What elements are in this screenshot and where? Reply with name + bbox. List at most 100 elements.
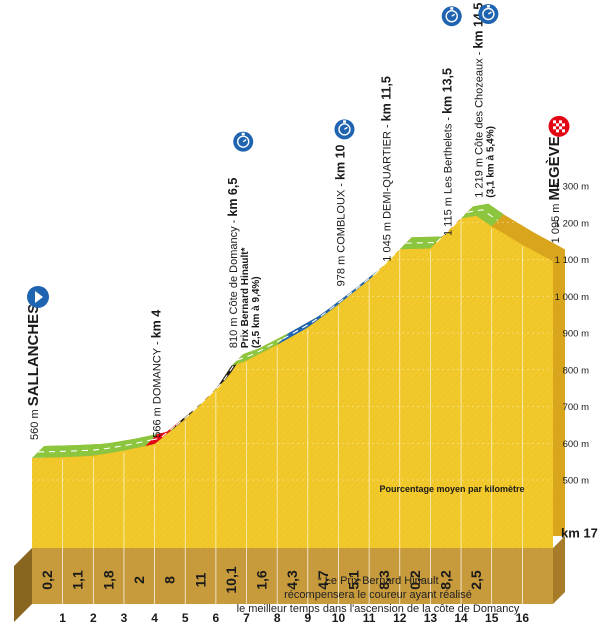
waypoint-altitude-name: 560 m xyxy=(29,406,41,440)
waypoint-text: 1 219 m Côte des Chozeaux - km 14,5 xyxy=(471,3,485,198)
waypoint-label: 1 115 m Les Berthelets - km 13,5 xyxy=(441,68,455,236)
waypoint-altitude-name: 1 095 m xyxy=(550,201,562,244)
km-mark-label: 12 xyxy=(393,611,407,625)
waypoint-subtitle: (2,5 km à 9,4%) xyxy=(251,276,262,348)
gradient-label: 0,2 xyxy=(407,570,423,590)
km-mark-label: 5 xyxy=(182,611,189,625)
km-mark-label: 16 xyxy=(516,611,530,625)
stopwatch-icon-hand xyxy=(242,139,247,143)
road-centerline xyxy=(466,209,499,221)
gradient-label: 1,6 xyxy=(254,570,270,590)
waypoint-text: 1 045 m DEMI-QUARTIER - km 11,5 xyxy=(379,76,393,262)
km-mark-label: 6 xyxy=(213,611,220,625)
waypoint-altitude-name: 1 115 m Les Berthelets - xyxy=(443,114,455,236)
waypoint-km: km 10 xyxy=(333,144,347,179)
gradient-label: 4,7 xyxy=(315,570,331,590)
waypoint-subtitle: (3,1 km à 5,4%) xyxy=(485,126,496,198)
finish-flag-icon xyxy=(548,115,570,137)
waypoint-km: km 13,5 xyxy=(441,68,455,114)
start-arrow-icon xyxy=(27,285,49,308)
finish-flag-icon-square xyxy=(553,126,556,130)
gradient-label: 4,3 xyxy=(284,570,300,590)
stopwatch-icon-crown xyxy=(241,132,245,136)
gradient-title: Pourcentage moyen par kilomètre xyxy=(379,484,524,494)
stopwatch-icon-face xyxy=(445,9,458,23)
gradient-label: 8 xyxy=(162,576,178,584)
road-centerline xyxy=(237,338,284,361)
stopwatch-icon xyxy=(233,131,254,152)
waypoint-km: km 11,5 xyxy=(379,76,393,121)
km-mark-label: 3 xyxy=(121,611,128,625)
km-mark-label: 10 xyxy=(332,611,346,625)
stopwatch-icon-hand xyxy=(487,11,492,15)
finish-flag-icon-square xyxy=(556,123,559,127)
road-centerline xyxy=(436,211,468,243)
stopwatch-icon xyxy=(478,4,499,24)
stopwatch-icon-crown xyxy=(342,120,346,123)
stopwatch-icon xyxy=(334,119,355,140)
stopwatch-icon-face xyxy=(338,123,351,136)
stopwatch-icon xyxy=(441,6,462,27)
waypoint-km: km 4 xyxy=(150,310,164,339)
waypoint-label: 978 m COMBLOUX - km 10 xyxy=(333,144,347,286)
km-mark-label: 2 xyxy=(90,611,97,625)
footnote-line-2: récompensera le coureur ayant réalisé xyxy=(284,589,472,601)
waypoint-label: 1 219 m Côte des Chozeaux - km 14,5(3,1 … xyxy=(471,3,496,198)
waypoint-altitude-name: 1 045 m DEMI-QUARTIER - xyxy=(381,121,393,261)
waypoint-text: 1 095 m MEGÈVE xyxy=(546,136,563,243)
road-centerline xyxy=(151,425,177,441)
gradient-label: 10,1 xyxy=(223,566,239,593)
gradient-label: 1,8 xyxy=(100,570,116,590)
waypoint-subtitle: Prix Bernard Hinault* xyxy=(240,247,251,348)
y-tick-label: 700 m xyxy=(563,402,589,413)
km-mark-label: 4 xyxy=(151,611,158,625)
y-tick-label: 1 000 m xyxy=(555,292,589,303)
stopwatch-icon-crown xyxy=(450,7,454,10)
road-segment xyxy=(461,203,504,227)
road-centerline xyxy=(405,241,437,244)
waypoint-km: SALLANCHES xyxy=(25,304,42,407)
stopwatch-icon-face xyxy=(482,7,495,21)
road-centerline xyxy=(37,439,152,453)
waypoint-text: 810 m Côte de Domancy - km 6,5 xyxy=(226,178,240,348)
footnote-line-1: * Le Prix Bernard Hinault xyxy=(317,575,439,587)
waypoint-km: km 6,5 xyxy=(226,178,240,217)
stopwatch-icon-face xyxy=(237,135,250,148)
km-mark-label: 1 xyxy=(59,611,66,625)
km-mark-label: 7 xyxy=(243,611,250,625)
y-tick-label: 1 200 m xyxy=(555,218,589,229)
start-arrow-icon-glyph xyxy=(35,290,43,303)
gradient-label: 2,5 xyxy=(468,570,484,590)
km-mark-label: 8 xyxy=(274,611,281,625)
finish-flag-icon-square xyxy=(562,129,565,133)
waypoint-altitude-name: 1 219 m Côte des Chozeaux - xyxy=(473,49,485,198)
road-centerline xyxy=(175,359,238,426)
gradient-label: 11 xyxy=(192,572,208,587)
waypoint-label: 560 m SALLANCHES xyxy=(25,304,42,440)
waypoint-label: 1 095 m MEGÈVE xyxy=(546,136,563,243)
base-band xyxy=(32,548,553,604)
stopwatch-icon-crown xyxy=(486,5,490,8)
footnote-line-3: le meilleur temps dans l'ascension de la… xyxy=(236,603,520,615)
waypoint-label: 566 m DOMANCY - km 4 xyxy=(150,310,164,438)
waypoint-altitude-name: 566 m DOMANCY - xyxy=(152,338,164,437)
finish-flag-icon-square xyxy=(553,120,556,124)
road-centerline xyxy=(282,273,376,340)
terrain-texture xyxy=(32,215,553,548)
y-tick-label: 600 m xyxy=(563,439,589,450)
finish-flag-icon-square xyxy=(556,129,559,133)
km-mark-label: 13 xyxy=(424,611,438,625)
finish-flag-icon-square xyxy=(559,120,562,124)
footnote: * Le Prix Bernard Hinault récompensera l… xyxy=(198,574,558,616)
finish-flag-icon-square xyxy=(562,123,565,127)
waypoint-altitude-name: 978 m COMBLOUX - xyxy=(335,180,347,286)
y-tick-label: 1 300 m xyxy=(555,182,589,193)
base-band-end xyxy=(553,536,565,604)
km-mark-label: 9 xyxy=(304,611,311,625)
km-mark-label: 11 xyxy=(363,611,376,625)
km-mark-label: 14 xyxy=(454,611,468,625)
gradient-label: 8,2 xyxy=(437,570,453,590)
y-tick-label: 500 m xyxy=(563,476,589,487)
gradient-label: 8,3 xyxy=(376,570,392,590)
